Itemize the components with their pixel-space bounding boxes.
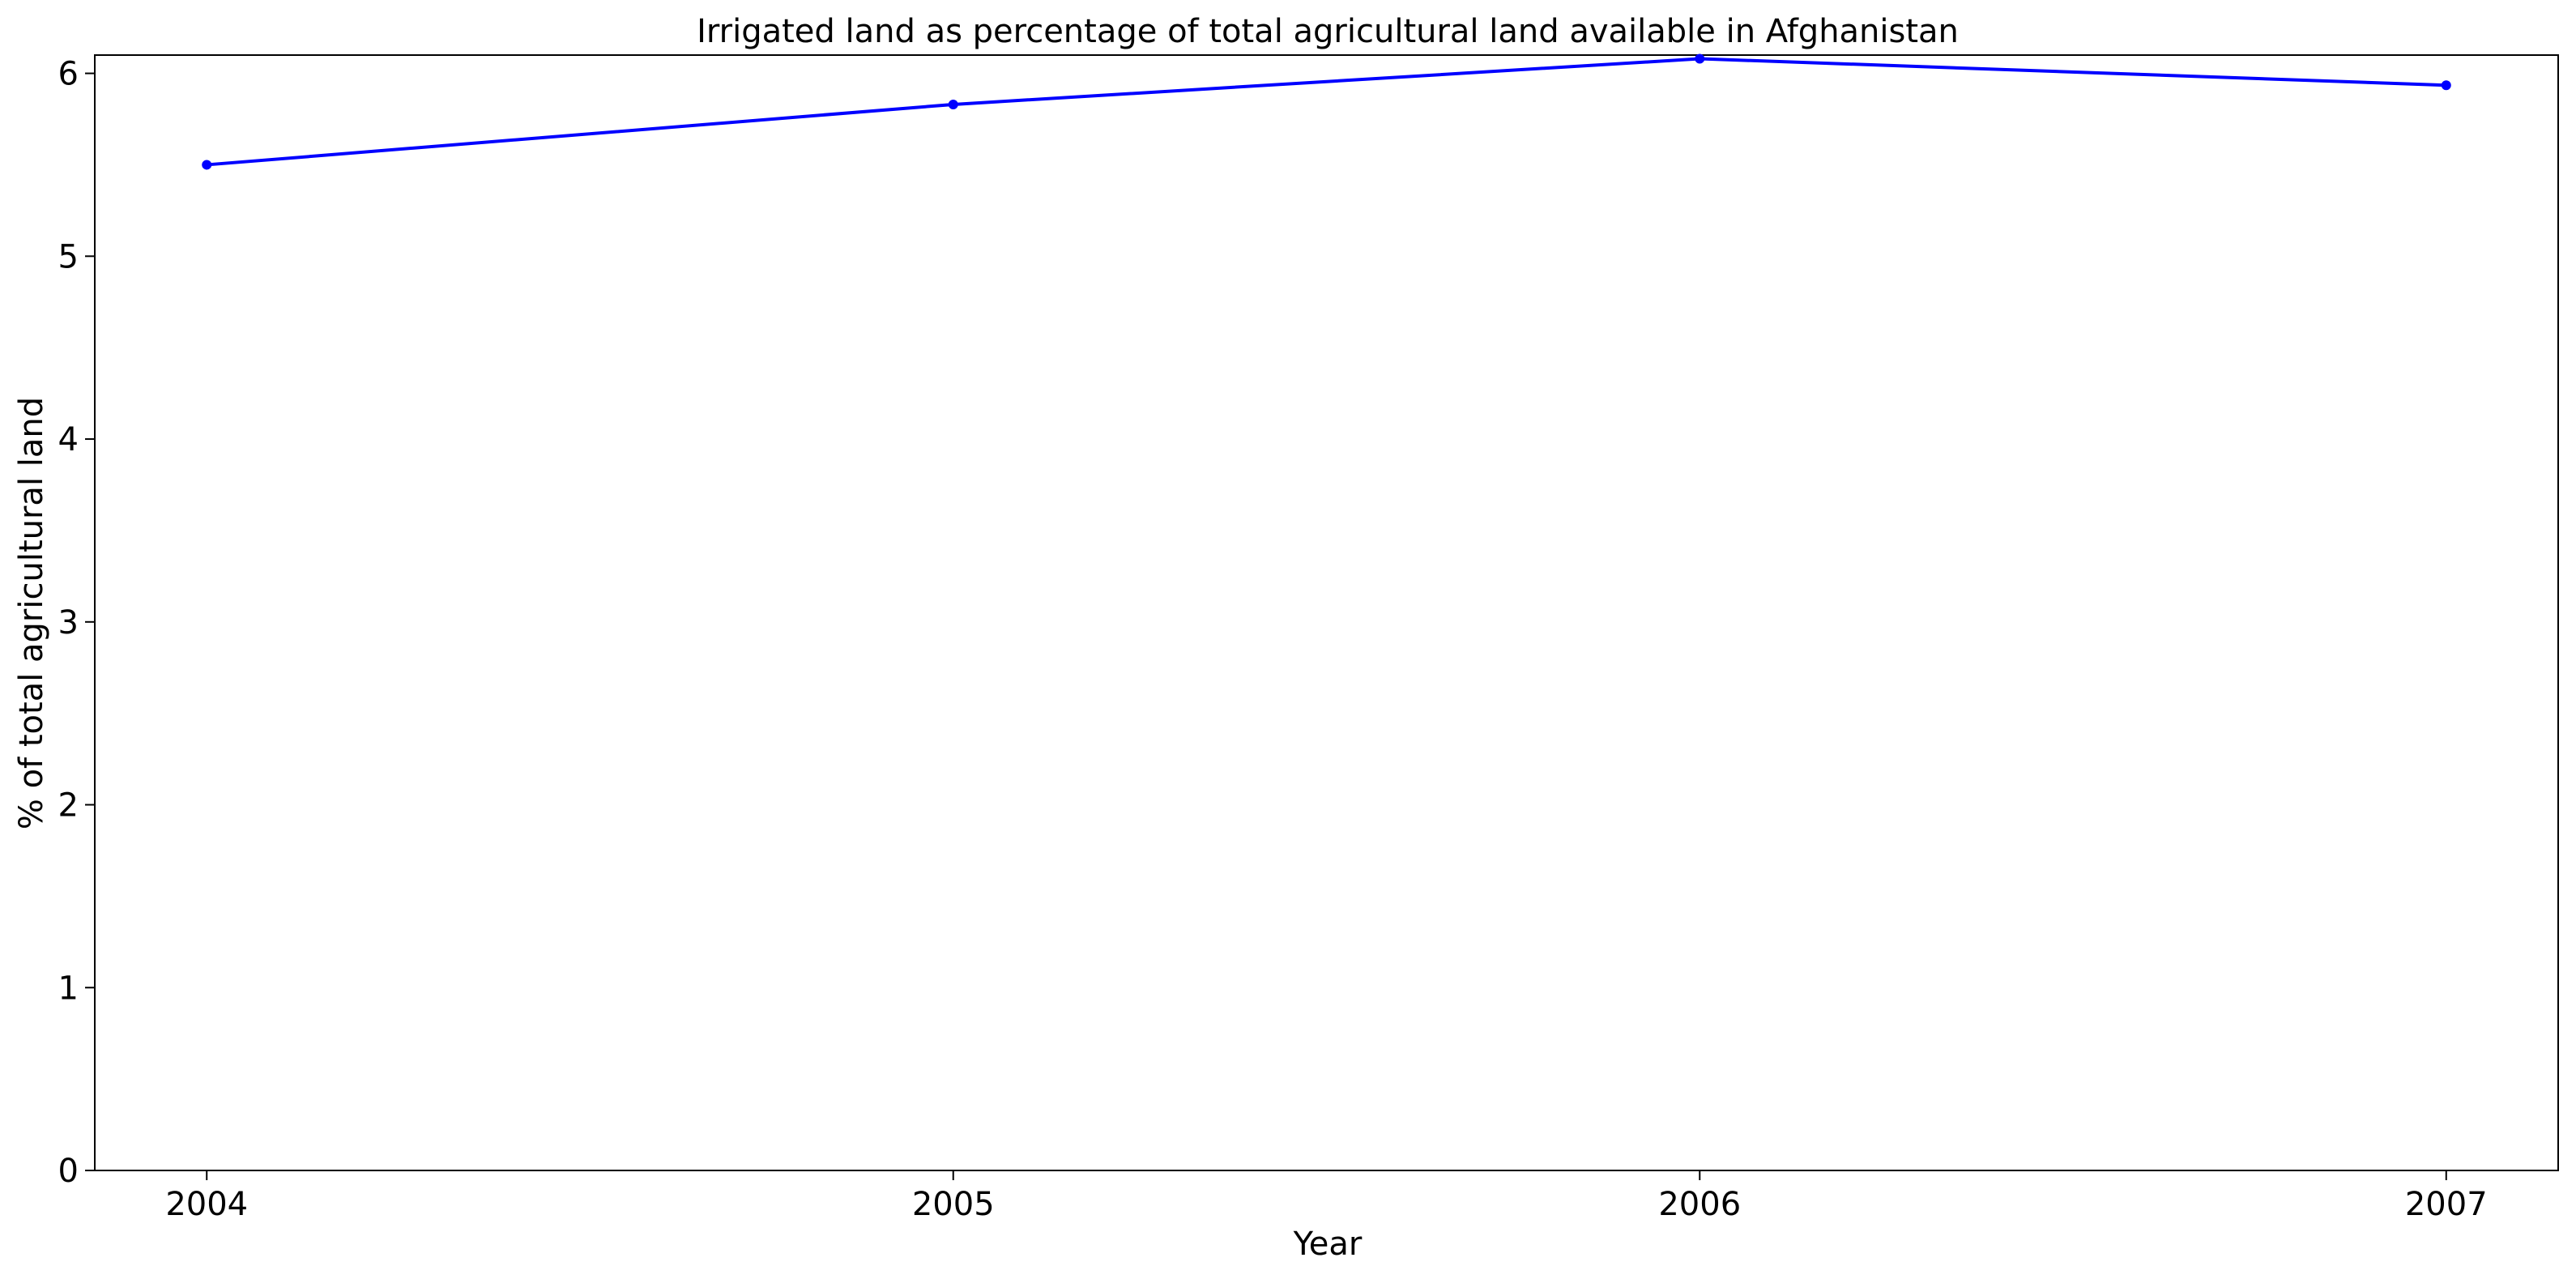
chart-title: Irrigated land as percentage of total ag… (697, 13, 1959, 50)
x-tick-label: 2007 (2405, 1186, 2488, 1223)
y-tick-label: 3 (58, 604, 79, 642)
data-point-2004 (202, 160, 212, 170)
data-point-2005 (948, 99, 958, 109)
x-tick-label: 2004 (165, 1186, 248, 1223)
y-tick-label: 4 (58, 421, 79, 458)
x-axis: 2004 2005 2006 2007 (165, 1170, 2488, 1223)
y-tick-label: 1 (58, 970, 79, 1007)
y-axis: 0 1 2 3 4 5 6 (58, 56, 95, 1190)
y-tick-label: 2 (58, 787, 79, 825)
x-axis-label: Year (1293, 1226, 1363, 1263)
y-tick-label: 0 (58, 1153, 79, 1190)
series-layer (202, 53, 2451, 170)
y-tick-label: 5 (58, 238, 79, 275)
data-point-2007 (2441, 80, 2451, 91)
y-axis-label: % of total agricultural land (13, 397, 50, 829)
y-tick-label: 6 (58, 56, 79, 93)
series-line (207, 57, 2446, 167)
data-point-2006 (1695, 53, 1705, 64)
x-tick-label: 2005 (912, 1186, 995, 1223)
plot-frame (94, 54, 2559, 1171)
x-tick-label: 2006 (1658, 1186, 1741, 1223)
